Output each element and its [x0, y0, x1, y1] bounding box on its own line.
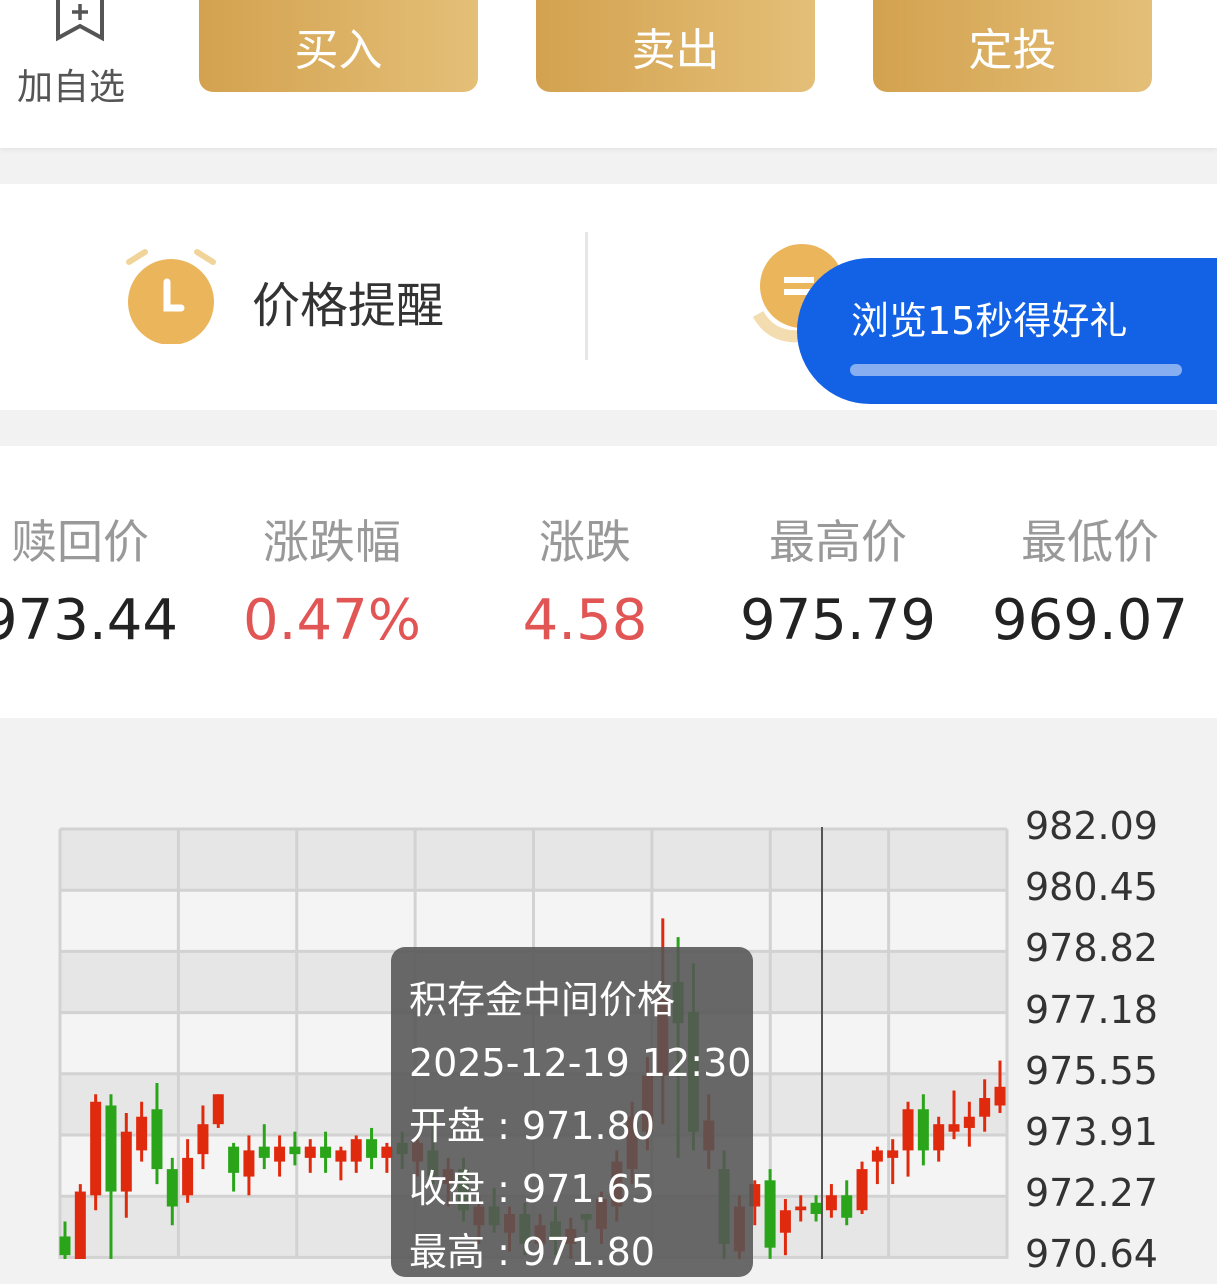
candle-body [120, 1131, 132, 1192]
tooltip-high: 最高 : 971.80 [409, 1230, 655, 1274]
tooltip-close: 收盘 : 971.65 [409, 1167, 655, 1211]
stat-label: 最高价 [769, 515, 907, 569]
buy-button[interactable]: 买入 [199, 0, 478, 92]
candle-body [289, 1146, 301, 1155]
candle-body [335, 1150, 347, 1162]
candle-body [810, 1202, 822, 1214]
action-bar: 加自选 买入 卖出 定投 [0, 0, 1217, 148]
candle-body [902, 1109, 914, 1151]
candle-body [917, 1109, 929, 1151]
stat-value: 975.79 [740, 588, 936, 653]
y-tick-label: 982.09 [1025, 804, 1158, 848]
candle-body [381, 1146, 393, 1158]
candle-body [90, 1101, 102, 1196]
candle-body [841, 1195, 853, 1218]
y-tick-label: 972.27 [1025, 1171, 1158, 1216]
y-tick-label: 975.55 [1025, 1048, 1158, 1093]
candle-body [166, 1169, 178, 1207]
bookmark-plus-icon [56, 0, 104, 42]
candle-body [74, 1191, 86, 1259]
candle-body [366, 1139, 378, 1158]
tools-panel: 价格提醒 浏览15秒得好礼 [0, 184, 1217, 410]
candle-body [887, 1150, 899, 1158]
candle-body [105, 1105, 117, 1192]
stat-label: 涨跌幅 [263, 515, 401, 569]
candle-body [304, 1146, 316, 1158]
price-alert-label: 价格提醒 [252, 278, 445, 334]
stat-value: 4.58 [522, 588, 648, 653]
stat-value: 973.44 [0, 588, 178, 653]
promo-label: 浏览15秒得好礼 [851, 299, 1128, 343]
candle-body [243, 1150, 255, 1177]
candle-body [856, 1169, 868, 1211]
tooltip-time: 2025-12-19 12:30 [409, 1041, 752, 1085]
add-favorite-button[interactable] [40, 0, 120, 110]
candle-body [963, 1116, 975, 1128]
y-tick-label: 973.91 [1025, 1110, 1158, 1154]
stat-value: 0.47% [243, 588, 421, 653]
candle-body [948, 1124, 960, 1132]
chart-tooltip: 积存金中间价格 2025-12-19 12:30 开盘 : 971.80 收盘 … [391, 947, 753, 1277]
candle-body [136, 1116, 148, 1151]
promo-progress-bar [850, 364, 1182, 376]
candle-body [933, 1124, 945, 1151]
alarm-clock-icon [126, 249, 216, 344]
candle-body [182, 1157, 194, 1196]
candle-body [979, 1098, 991, 1117]
candle-body [779, 1210, 791, 1233]
y-tick-label: 977.18 [1025, 987, 1158, 1032]
tooltip-title: 积存金中间价格 [409, 978, 676, 1022]
add-favorite-label: 加自选 [17, 67, 126, 108]
candle-body [871, 1150, 883, 1162]
stat-label: 涨跌 [539, 515, 631, 569]
candle-body [795, 1206, 807, 1211]
candle-body [212, 1094, 224, 1125]
candle-body [197, 1124, 209, 1155]
price-alert-button[interactable]: 价格提醒 [110, 234, 470, 354]
auto-invest-button[interactable]: 定投 [873, 0, 1152, 92]
candle-body [994, 1086, 1006, 1106]
stat-value: 969.07 [992, 588, 1188, 653]
stat-label: 最低价 [1021, 515, 1159, 569]
y-tick-label: 980.45 [1025, 865, 1158, 910]
candle-body [228, 1146, 240, 1173]
stat-label: 赎回价 [11, 515, 149, 569]
candle-body [258, 1146, 270, 1158]
price-stats: 赎回价 973.44 涨跌幅 0.47% 涨跌 4.58 最高价 975.79 最低价 9… [0, 446, 1217, 718]
candle-body [764, 1180, 776, 1248]
candle-body [749, 1184, 761, 1207]
candle-body [274, 1146, 286, 1162]
divider [585, 232, 588, 360]
y-tick-label: 970.64 [1025, 1232, 1158, 1277]
candle-body [825, 1195, 837, 1211]
promo-banner[interactable]: 浏览15秒得好礼 [797, 258, 1217, 404]
candle-body [350, 1139, 362, 1162]
candle-body [59, 1236, 71, 1256]
sell-button[interactable]: 卖出 [536, 0, 815, 92]
tooltip-open: 开盘 : 971.80 [409, 1104, 655, 1148]
candle-body [151, 1109, 163, 1170]
y-tick-label: 978.82 [1025, 926, 1158, 971]
candle-body [320, 1146, 332, 1158]
